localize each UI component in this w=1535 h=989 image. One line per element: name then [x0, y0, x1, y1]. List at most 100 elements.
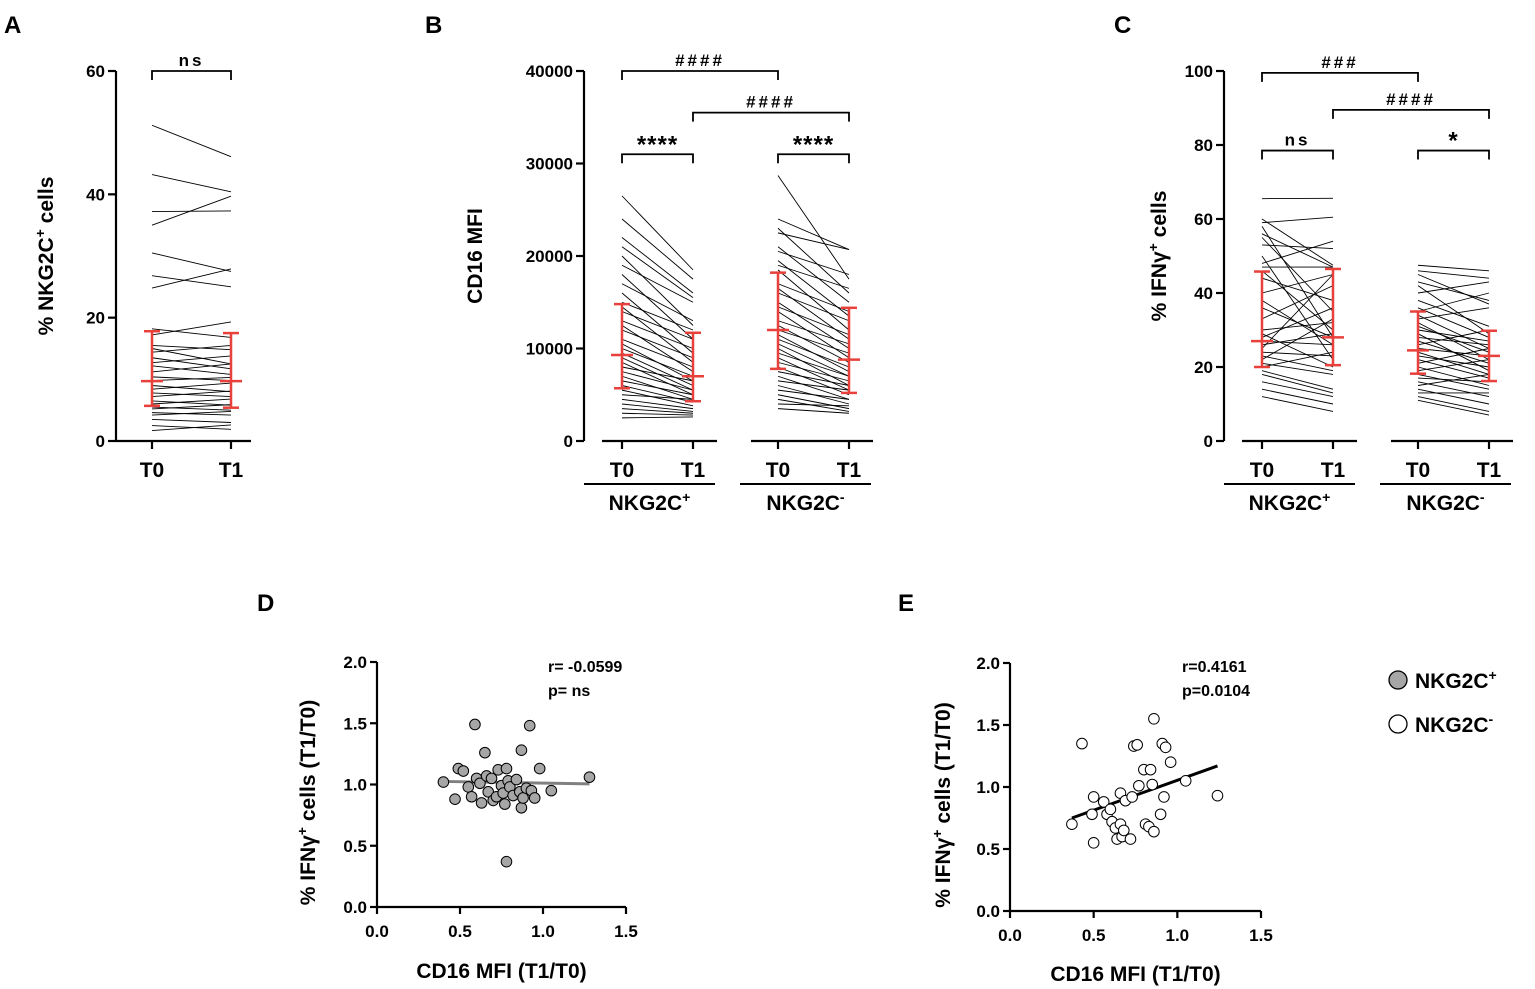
panel-b-x-tick-label: T0	[610, 459, 635, 482]
panel-d-scatter-point	[515, 801, 528, 814]
panel-c-paired-line	[1261, 333, 1334, 368]
panel-c-paired-line	[1417, 281, 1490, 294]
panel-b-paired-line	[777, 338, 850, 368]
panel-letter-e: E	[898, 590, 914, 617]
panel-b-y-tick-label: 20000	[526, 247, 573, 266]
panel-a-paired-line	[151, 328, 232, 338]
panel-a-paired-line	[151, 400, 232, 406]
panel-e-scatter-point	[1087, 837, 1100, 849]
panel-b-paired-line	[777, 264, 850, 289]
panel-c-paired-line	[1417, 314, 1490, 349]
panel-e-scatter-point	[1097, 796, 1110, 808]
panel-c-y-tick-label: 60	[1194, 210, 1213, 229]
panel-a-paired-line	[151, 418, 232, 423]
panel-a-paired-line	[151, 275, 232, 288]
panel-e-scatter-point	[1148, 713, 1160, 725]
panel-b-paired-line	[621, 338, 694, 368]
panel-e-scatter-point	[1104, 803, 1117, 816]
panel-e-scatter-point	[1211, 789, 1224, 802]
panel-d-scatter-point	[437, 776, 450, 788]
panel-b-paired-line	[621, 264, 694, 303]
panel-b-paired-line	[777, 320, 850, 345]
panel-d-y-tick-label: 0.5	[343, 837, 367, 856]
panel-e-scatter-point	[1087, 791, 1100, 803]
panel-c-paired-line	[1261, 237, 1334, 312]
panel-b-paired-line	[621, 292, 694, 354]
panel-c-paired-line	[1261, 274, 1334, 349]
panel-c-y-tick-label: 100	[1185, 62, 1213, 81]
panel-e-scatter-point	[1066, 818, 1078, 831]
panel-b-paired-line	[777, 324, 850, 363]
panel-b-paired-line	[777, 218, 850, 250]
panel-c-x-tick-label: T1	[1321, 459, 1346, 482]
panel-d-x-tick-label: 0.5	[448, 922, 472, 941]
panel-letter-b: B	[425, 12, 442, 39]
panel-c-paired-line	[1417, 388, 1490, 405]
panel-c-paired-line	[1261, 244, 1334, 250]
panel-d-scatter-point	[462, 781, 475, 793]
panel-d-scatter-point	[523, 719, 536, 732]
panel-c-y-tick-label: 0	[1204, 432, 1213, 451]
panel-c-paired-line	[1261, 277, 1334, 301]
panel-e-y-tick-label: 2.0	[976, 654, 1000, 673]
panel-c-group-label: NKG2C-	[1406, 489, 1485, 515]
panel-c-x-tick-label: T1	[1477, 459, 1502, 482]
panel-c-paired-line	[1261, 322, 1334, 331]
panel-c-paired-line	[1417, 307, 1490, 320]
panel-b-paired-line	[621, 237, 694, 294]
panel-b-paired-line	[777, 343, 850, 377]
panel-c-paired-line	[1261, 240, 1334, 264]
panel-e-scatter-point	[1124, 833, 1137, 845]
panel-a-paired-line	[151, 406, 232, 411]
panel-b-group-label: NKG2C+	[609, 489, 691, 515]
legend-marker-nkg2c-neg	[1388, 714, 1408, 734]
panel-e-scatter-point	[1117, 824, 1130, 837]
panel-c-paired-line	[1417, 325, 1490, 353]
panel-d-x-tick-label: 1.5	[614, 922, 638, 941]
panel-c-paired-line	[1261, 274, 1334, 294]
panel-e-scatter-point	[1144, 763, 1157, 776]
panel-a-paired-line	[151, 424, 232, 431]
panel-b-paired-line	[621, 311, 694, 340]
panel-c-sig-bracket	[1261, 149, 1334, 160]
panel-e-scatter-point	[1179, 775, 1192, 787]
panel-d: 0.0 0.5 1.0 1.5 2.0 0.0 0.5 1.0 1.5 CD16 MFI (T1/…	[294, 653, 638, 983]
panel-b-paired-line	[777, 380, 850, 391]
panel-a-paired-line	[151, 357, 232, 370]
panel-d-scatter-point	[500, 762, 513, 775]
panel-c-sig-bracket	[1417, 149, 1490, 160]
panel-d-scatter-point	[457, 765, 470, 777]
panel-b-paired-line	[777, 175, 850, 280]
panel-c-paired-line	[1417, 348, 1490, 357]
panel-b-y-tick-label: 40000	[526, 62, 573, 81]
panel-e-scatter-point	[1076, 737, 1088, 750]
panel-b-paired-line	[621, 352, 694, 386]
panel-b-x-tick-label: T0	[766, 459, 791, 482]
panel-b-x-tick-label: T1	[837, 459, 862, 482]
panel-b-paired-line	[621, 398, 694, 410]
panel-a-paired-line	[151, 321, 232, 336]
panel-e-scatter-point	[1158, 791, 1170, 803]
panel-a-paired-line	[151, 344, 232, 351]
panel-e-scatter-point	[1154, 808, 1167, 821]
panel-b-paired-line	[621, 416, 694, 419]
panel-b-paired-line	[621, 195, 694, 271]
panel-a-paired-line	[151, 398, 232, 405]
panel-a-paired-line	[151, 382, 232, 390]
panel-b-paired-line	[777, 311, 850, 359]
panel-c-y-tick-label: 80	[1194, 136, 1213, 155]
panel-e-scatter-point	[1131, 739, 1143, 751]
panel-b-paired-line	[621, 283, 694, 322]
panel-d-x-tick-label: 1.0	[531, 922, 555, 941]
panel-c-paired-line	[1261, 226, 1334, 338]
panel-b-sig-label: ****	[793, 131, 834, 158]
panel-a-paired-line	[151, 412, 232, 416]
panel-d-scatter-point	[515, 744, 528, 757]
panel-c-paired-line	[1261, 307, 1334, 338]
panel-b-sig-label: ####	[675, 51, 725, 70]
panel-b-paired-line	[621, 301, 694, 331]
panel-c-paired-line	[1417, 329, 1490, 342]
panel-e-scatter-point	[1148, 825, 1160, 838]
panel-c: 0 20 40 60 80 100 T0 T1 T0 T1 NKG2C+ NKG2C- % IFNγ+ …	[1145, 53, 1513, 515]
panel-a-y-tick-label: 40	[86, 185, 105, 204]
